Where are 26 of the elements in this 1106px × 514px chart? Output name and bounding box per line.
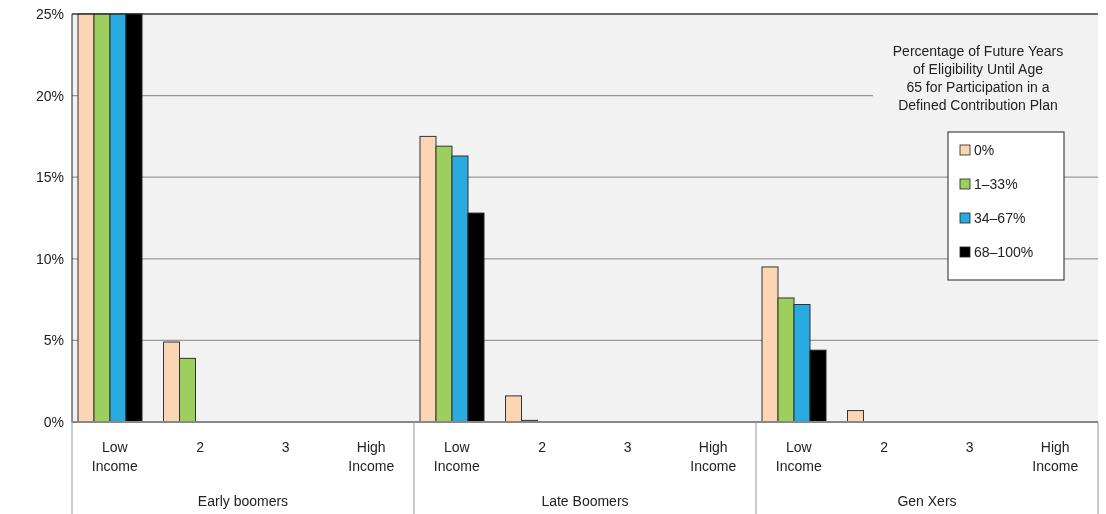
- x-tick-label: 2: [880, 439, 889, 455]
- x-tick-label: 2: [538, 439, 547, 455]
- x-tick-label: High Income: [690, 439, 737, 474]
- y-tick-label: 15%: [35, 169, 64, 186]
- y-tick-label: 5%: [43, 332, 64, 349]
- x-tick-label: Low Income: [775, 439, 822, 474]
- x-tick-label: 3: [281, 439, 290, 455]
- y-tick-label: 10%: [35, 250, 64, 267]
- x-tick-label: High Income: [348, 439, 395, 474]
- x-tick-label: Low Income: [91, 439, 138, 474]
- legend-label: 34–67%: [974, 210, 1026, 226]
- x-tick-label: High Income: [1032, 439, 1079, 474]
- x-tick-label: Low Income: [433, 439, 480, 474]
- legend-label: 68–100%: [974, 244, 1034, 260]
- text: Gen Xers: [897, 493, 957, 509]
- y-tick-label: 25%: [35, 6, 64, 22]
- legend-title: Percentage of Future Years of Eligibility Until Age 65 for Participation in a Defined Contribution Plan: [892, 43, 1064, 113]
- x-tick-label: 2: [196, 439, 205, 455]
- text: Late Boomers: [541, 493, 629, 509]
- y-tick-label: 20%: [35, 87, 64, 104]
- legend-label: 1–33%: [974, 176, 1018, 192]
- text: Early boomers: [197, 493, 289, 509]
- y-tick-label: 0%: [43, 414, 64, 430]
- x-tick-label: 3: [623, 439, 632, 455]
- x-tick-label: 3: [965, 439, 974, 455]
- legend-label: 0%: [974, 142, 995, 158]
